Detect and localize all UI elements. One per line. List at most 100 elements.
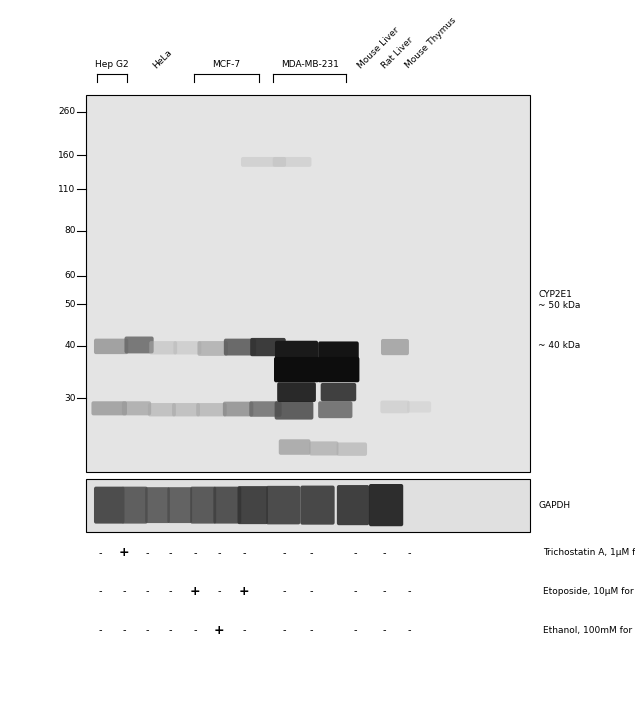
Text: -: - <box>98 586 102 596</box>
Text: -: - <box>145 548 149 558</box>
Text: -: - <box>283 548 286 558</box>
FancyBboxPatch shape <box>94 486 124 524</box>
Text: Hep G2: Hep G2 <box>95 60 128 69</box>
Text: -: - <box>193 625 197 635</box>
Text: MCF-7: MCF-7 <box>212 60 241 69</box>
FancyBboxPatch shape <box>277 382 316 402</box>
FancyBboxPatch shape <box>197 341 228 356</box>
FancyBboxPatch shape <box>167 487 192 523</box>
Text: -: - <box>168 548 172 558</box>
FancyBboxPatch shape <box>224 339 256 356</box>
Text: -: - <box>193 548 197 558</box>
FancyBboxPatch shape <box>237 486 268 524</box>
Text: Trichostatin A, 1μM for 24hr: Trichostatin A, 1μM for 24hr <box>543 548 635 557</box>
FancyBboxPatch shape <box>274 357 319 382</box>
FancyBboxPatch shape <box>249 401 281 417</box>
Text: -: - <box>242 625 246 635</box>
Text: -: - <box>309 625 313 635</box>
Text: -: - <box>382 586 386 596</box>
Text: Etoposide, 10μM for 16hr: Etoposide, 10μM for 16hr <box>543 587 635 596</box>
Text: -: - <box>98 625 102 635</box>
FancyBboxPatch shape <box>149 341 177 355</box>
FancyBboxPatch shape <box>94 339 128 354</box>
FancyBboxPatch shape <box>196 403 227 416</box>
Text: Rat Liver: Rat Liver <box>380 35 415 70</box>
Text: 260: 260 <box>58 108 76 116</box>
FancyBboxPatch shape <box>122 486 147 524</box>
Text: -: - <box>354 625 358 635</box>
Text: GAPDH: GAPDH <box>538 501 571 510</box>
Text: -: - <box>382 548 386 558</box>
FancyBboxPatch shape <box>124 337 154 353</box>
Text: -: - <box>168 625 172 635</box>
FancyBboxPatch shape <box>172 403 200 416</box>
FancyBboxPatch shape <box>91 401 127 415</box>
Text: -: - <box>217 586 221 596</box>
Text: +: + <box>119 546 129 559</box>
Text: +: + <box>214 624 224 636</box>
Text: CYP2E1
~ 50 kDa: CYP2E1 ~ 50 kDa <box>538 290 581 310</box>
Text: -: - <box>122 625 126 635</box>
Text: +: + <box>190 585 200 598</box>
FancyBboxPatch shape <box>369 484 403 527</box>
Text: Mouse Liver: Mouse Liver <box>356 25 401 70</box>
Text: -: - <box>382 625 386 635</box>
Text: -: - <box>309 548 313 558</box>
FancyBboxPatch shape <box>300 486 335 524</box>
Text: ~ 40 kDa: ~ 40 kDa <box>538 341 581 350</box>
FancyBboxPatch shape <box>273 157 311 167</box>
Text: Ethanol, 100mM for 24hr: Ethanol, 100mM for 24hr <box>543 626 635 634</box>
Text: -: - <box>408 586 411 596</box>
Text: 110: 110 <box>58 184 76 194</box>
FancyBboxPatch shape <box>223 401 253 416</box>
Text: -: - <box>408 625 411 635</box>
FancyBboxPatch shape <box>213 486 241 524</box>
Text: +: + <box>239 585 249 598</box>
FancyBboxPatch shape <box>241 157 286 167</box>
Text: -: - <box>309 586 313 596</box>
Text: 50: 50 <box>64 300 76 308</box>
FancyBboxPatch shape <box>275 341 318 367</box>
FancyBboxPatch shape <box>279 439 311 455</box>
Text: -: - <box>283 586 286 596</box>
Text: -: - <box>408 548 411 558</box>
Text: -: - <box>168 586 172 596</box>
Text: HeLa: HeLa <box>151 48 173 70</box>
FancyBboxPatch shape <box>274 401 314 420</box>
Text: 80: 80 <box>64 226 76 235</box>
FancyBboxPatch shape <box>122 401 151 415</box>
FancyBboxPatch shape <box>250 338 286 356</box>
Text: 160: 160 <box>58 151 76 160</box>
Text: -: - <box>283 625 286 635</box>
FancyBboxPatch shape <box>337 443 367 456</box>
FancyBboxPatch shape <box>318 341 359 367</box>
FancyBboxPatch shape <box>190 486 216 524</box>
Text: -: - <box>217 548 221 558</box>
Text: -: - <box>242 548 246 558</box>
Bar <box>86 95 530 472</box>
Text: -: - <box>98 548 102 558</box>
FancyBboxPatch shape <box>309 441 338 455</box>
Text: -: - <box>145 625 149 635</box>
FancyBboxPatch shape <box>321 383 356 401</box>
FancyBboxPatch shape <box>407 401 431 413</box>
FancyBboxPatch shape <box>318 357 359 382</box>
Text: -: - <box>354 586 358 596</box>
FancyBboxPatch shape <box>173 341 201 355</box>
FancyBboxPatch shape <box>148 403 176 416</box>
FancyBboxPatch shape <box>381 339 409 355</box>
FancyBboxPatch shape <box>266 486 300 524</box>
Text: Mouse Thymus: Mouse Thymus <box>403 16 457 70</box>
FancyBboxPatch shape <box>380 401 410 413</box>
Bar <box>86 479 530 532</box>
FancyBboxPatch shape <box>337 485 370 525</box>
Text: 60: 60 <box>64 271 76 280</box>
Text: 40: 40 <box>64 341 76 350</box>
Text: MDA-MB-231: MDA-MB-231 <box>281 60 338 69</box>
Text: 30: 30 <box>64 394 76 403</box>
FancyBboxPatch shape <box>145 487 170 523</box>
FancyBboxPatch shape <box>318 401 352 418</box>
Text: -: - <box>122 586 126 596</box>
Text: -: - <box>145 586 149 596</box>
Text: -: - <box>354 548 358 558</box>
